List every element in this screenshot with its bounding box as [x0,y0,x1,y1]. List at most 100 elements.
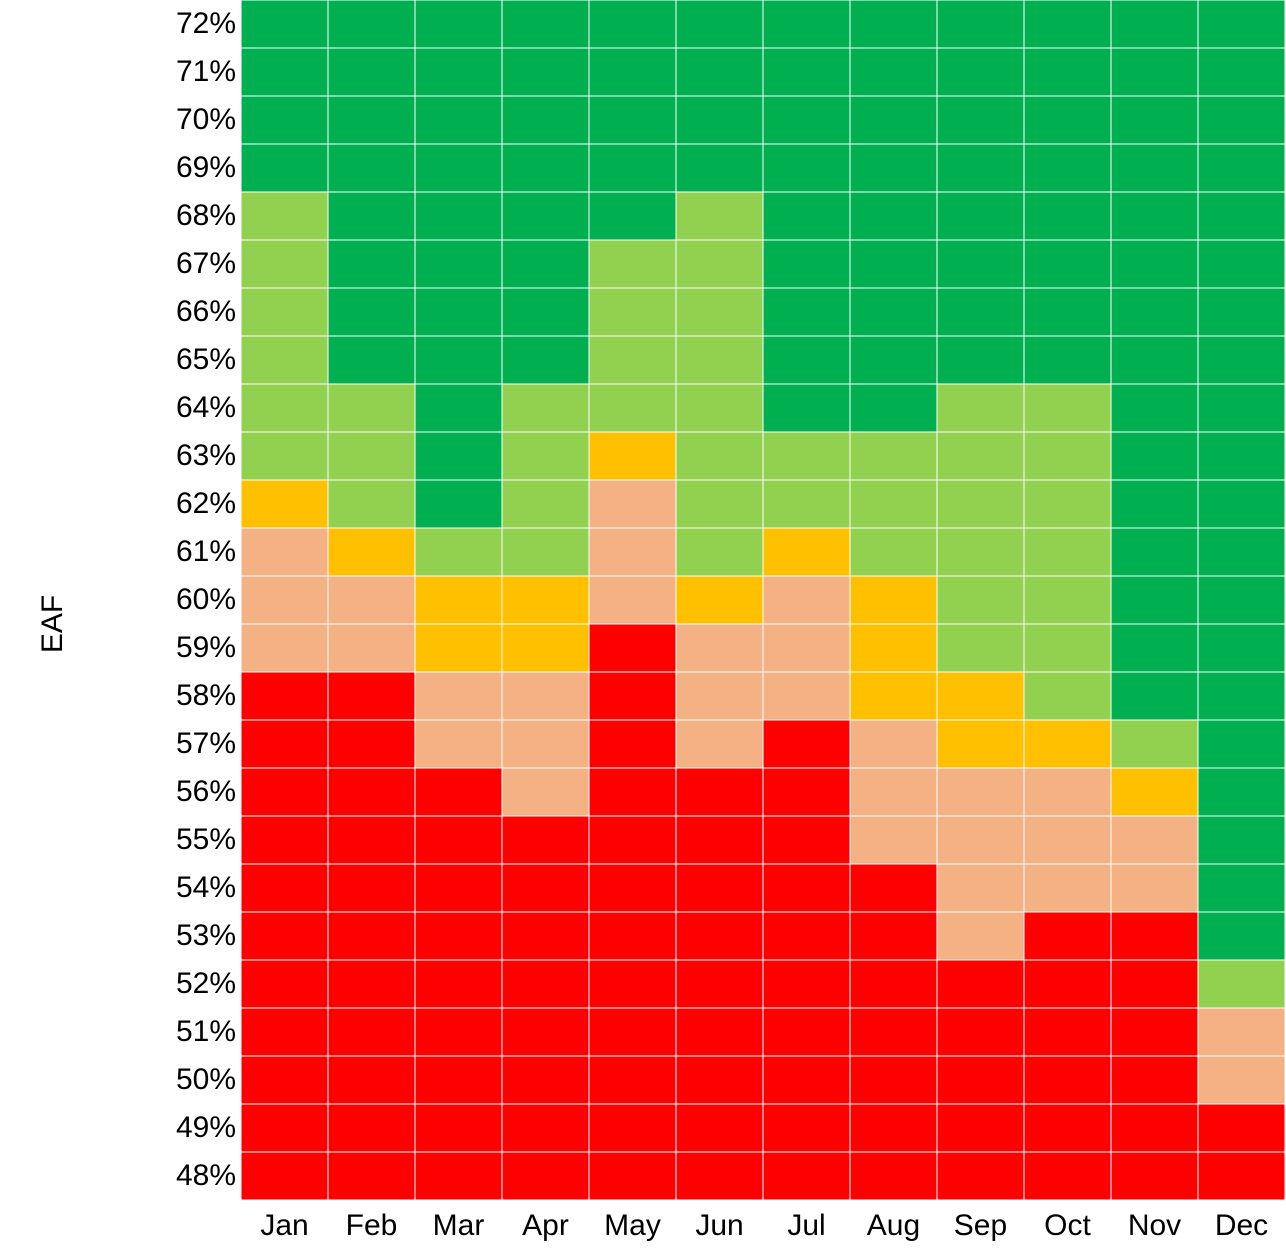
heatmap-cell-oct-70pct [1023,95,1112,145]
heatmap-cell-jul-66pct [762,287,851,337]
heatmap-cell-jan-72pct [240,0,329,49]
y-tick-label: 70% [176,103,236,136]
y-tick-label: 63% [176,439,236,472]
heatmap-cell-feb-56pct [327,767,416,817]
heatmap-cell-aug-62pct [849,479,938,529]
heatmap-cell-nov-62pct [1110,479,1199,529]
heatmap-cell-sep-65pct [936,335,1025,385]
heatmap-cell-apr-67pct [501,239,590,289]
heatmap-cell-apr-61pct [501,527,590,577]
heatmap-cell-jul-71pct [762,47,851,97]
heatmap-cell-oct-51pct [1023,1007,1112,1057]
heatmap-cell-feb-57pct [327,719,416,769]
x-tick-label: Oct [1044,1209,1091,1242]
heatmap-cell-mar-51pct [414,1007,503,1057]
heatmap-cell-aug-50pct [849,1055,938,1105]
heatmap-cell-may-60pct [588,575,677,625]
heatmap-cell-may-58pct [588,671,677,721]
heatmap-cell-mar-70pct [414,95,503,145]
heatmap-cell-oct-61pct [1023,527,1112,577]
heatmap-cell-may-66pct [588,287,677,337]
x-tick-label: Jul [787,1209,825,1242]
heatmap-cell-mar-62pct [414,479,503,529]
heatmap-cell-oct-55pct [1023,815,1112,865]
heatmap-cell-jan-50pct [240,1055,329,1105]
heatmap-cell-sep-58pct [936,671,1025,721]
heatmap-cell-oct-63pct [1023,431,1112,481]
heatmap-cell-jun-50pct [675,1055,764,1105]
heatmap-cell-nov-71pct [1110,47,1199,97]
heatmap-cell-jun-54pct [675,863,764,913]
heatmap-cell-dec-50pct [1197,1055,1286,1105]
heatmap-cell-mar-68pct [414,191,503,241]
y-tick-label: 58% [176,679,236,712]
heatmap-cell-nov-51pct [1110,1007,1199,1057]
heatmap-cell-sep-69pct [936,143,1025,193]
heatmap-cell-feb-58pct [327,671,416,721]
heatmap-cell-jan-60pct [240,575,329,625]
heatmap-cell-sep-66pct [936,287,1025,337]
heatmap-cell-aug-53pct [849,911,938,961]
heatmap-cell-oct-60pct [1023,575,1112,625]
y-tick-label: 67% [176,247,236,280]
heatmap-cell-dec-64pct [1197,383,1286,433]
heatmap-cell-dec-51pct [1197,1007,1286,1057]
heatmap-cell-jul-62pct [762,479,851,529]
heatmap-cell-mar-54pct [414,863,503,913]
heatmap-cell-sep-64pct [936,383,1025,433]
heatmap-cell-feb-71pct [327,47,416,97]
x-tick-label: Feb [346,1209,398,1242]
y-tick-label: 51% [176,1015,236,1048]
heatmap-cell-jan-52pct [240,959,329,1009]
y-axis-title: EAF [36,595,69,653]
heatmap-cell-jul-52pct [762,959,851,1009]
heatmap-cell-feb-62pct [327,479,416,529]
heatmap-cell-jan-54pct [240,863,329,913]
heatmap-cell-apr-68pct [501,191,590,241]
heatmap-cell-dec-68pct [1197,191,1286,241]
heatmap-cell-feb-55pct [327,815,416,865]
y-tick-label: 65% [176,343,236,376]
heatmap-cell-dec-56pct [1197,767,1286,817]
heatmap-cell-nov-64pct [1110,383,1199,433]
heatmap-cell-mar-61pct [414,527,503,577]
heatmap-cell-feb-48pct [327,1151,416,1201]
heatmap-cell-jun-64pct [675,383,764,433]
heatmap-cell-jun-59pct [675,623,764,673]
heatmap-cell-mar-48pct [414,1151,503,1201]
heatmap-cell-oct-72pct [1023,0,1112,49]
heatmap-cell-feb-50pct [327,1055,416,1105]
heatmap-cell-apr-51pct [501,1007,590,1057]
heatmap-cell-feb-65pct [327,335,416,385]
heatmap-cell-feb-72pct [327,0,416,49]
heatmap-cell-aug-68pct [849,191,938,241]
x-tick-label: Sep [954,1209,1007,1242]
heatmap-cell-oct-52pct [1023,959,1112,1009]
heatmap-cell-jan-69pct [240,143,329,193]
heatmap-cell-sep-53pct [936,911,1025,961]
heatmap-cell-jul-57pct [762,719,851,769]
heatmap-cell-oct-68pct [1023,191,1112,241]
heatmap-cell-aug-49pct [849,1103,938,1153]
heatmap-cell-jul-70pct [762,95,851,145]
heatmap-cell-may-61pct [588,527,677,577]
heatmap-cell-dec-72pct [1197,0,1286,49]
heatmap-cell-dec-61pct [1197,527,1286,577]
heatmap-cell-sep-71pct [936,47,1025,97]
heatmap-cell-dec-65pct [1197,335,1286,385]
heatmap-cell-feb-59pct [327,623,416,673]
heatmap-cell-jul-58pct [762,671,851,721]
heatmap-cell-dec-66pct [1197,287,1286,337]
heatmap-cell-jan-55pct [240,815,329,865]
heatmap-cell-apr-58pct [501,671,590,721]
heatmap-cell-apr-55pct [501,815,590,865]
heatmap-cell-feb-53pct [327,911,416,961]
heatmap-cell-jun-48pct [675,1151,764,1201]
heatmap-cell-jan-57pct [240,719,329,769]
x-tick-label: Jun [695,1209,743,1242]
heatmap-cell-may-67pct [588,239,677,289]
heatmap-cell-dec-53pct [1197,911,1286,961]
x-tick-label: Aug [867,1209,920,1242]
heatmap-cell-dec-71pct [1197,47,1286,97]
y-tick-label: 54% [176,871,236,904]
